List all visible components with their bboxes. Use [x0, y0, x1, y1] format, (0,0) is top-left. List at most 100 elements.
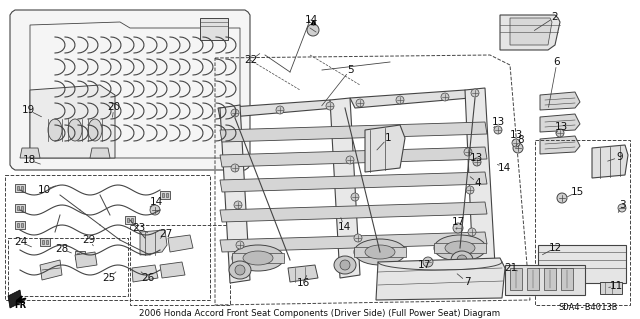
Bar: [77, 253, 79, 257]
Circle shape: [423, 257, 433, 267]
Text: 24: 24: [14, 237, 28, 247]
Text: 5: 5: [347, 65, 353, 75]
Text: 23: 23: [132, 223, 146, 233]
Bar: [17, 186, 19, 190]
Polygon shape: [510, 18, 552, 45]
Text: 14: 14: [497, 163, 511, 173]
Ellipse shape: [229, 261, 251, 279]
Circle shape: [326, 102, 334, 110]
Bar: [160, 191, 170, 199]
Bar: [527, 268, 539, 290]
Polygon shape: [140, 230, 167, 255]
Text: 7: 7: [464, 277, 470, 287]
Bar: [127, 218, 129, 222]
Bar: [21, 223, 23, 227]
Circle shape: [235, 265, 245, 275]
Bar: [162, 193, 164, 197]
Ellipse shape: [354, 239, 406, 265]
Bar: [510, 268, 522, 290]
Bar: [75, 251, 85, 259]
Text: FR: FR: [14, 301, 26, 310]
Circle shape: [464, 148, 472, 156]
Text: 16: 16: [296, 278, 310, 288]
Text: 28: 28: [56, 244, 68, 254]
Text: 22: 22: [244, 55, 258, 65]
Polygon shape: [168, 235, 193, 252]
Bar: [15, 204, 25, 212]
Text: 27: 27: [159, 229, 173, 239]
Polygon shape: [288, 265, 318, 282]
Text: 17: 17: [451, 217, 465, 227]
Circle shape: [466, 186, 474, 194]
Text: 14: 14: [337, 222, 351, 232]
Circle shape: [231, 164, 239, 172]
Circle shape: [494, 126, 502, 134]
Polygon shape: [540, 136, 580, 154]
Text: 21: 21: [504, 263, 518, 273]
Polygon shape: [350, 90, 470, 108]
Bar: [8, 238, 128, 296]
Circle shape: [441, 93, 449, 101]
Polygon shape: [160, 262, 185, 278]
Polygon shape: [8, 290, 22, 308]
Polygon shape: [218, 100, 335, 118]
Bar: [81, 253, 83, 257]
Text: 20: 20: [108, 102, 120, 112]
Ellipse shape: [445, 241, 475, 255]
Circle shape: [354, 234, 362, 242]
Text: 13: 13: [554, 122, 568, 132]
Text: 8: 8: [518, 135, 524, 145]
Circle shape: [513, 143, 523, 153]
Text: 14: 14: [305, 15, 317, 25]
Bar: [46, 240, 48, 244]
Circle shape: [453, 223, 463, 233]
Text: 3: 3: [619, 200, 625, 210]
Polygon shape: [376, 258, 505, 300]
Polygon shape: [220, 172, 487, 192]
Polygon shape: [10, 10, 250, 170]
Bar: [544, 268, 556, 290]
Bar: [131, 218, 133, 222]
Bar: [17, 223, 19, 227]
Text: 26: 26: [141, 273, 155, 283]
Bar: [130, 225, 230, 305]
Bar: [505, 265, 585, 295]
Bar: [15, 221, 25, 229]
Text: 6: 6: [554, 57, 560, 67]
Polygon shape: [540, 114, 580, 132]
Text: 17: 17: [417, 260, 431, 270]
Bar: [232, 253, 284, 263]
Polygon shape: [500, 15, 560, 50]
Bar: [354, 247, 406, 257]
Bar: [21, 186, 23, 190]
Bar: [166, 193, 168, 197]
Ellipse shape: [48, 119, 62, 141]
Text: 10: 10: [37, 185, 51, 195]
Bar: [434, 243, 486, 253]
Ellipse shape: [365, 245, 395, 259]
Bar: [561, 268, 573, 290]
Circle shape: [231, 109, 239, 117]
Ellipse shape: [68, 119, 82, 141]
Circle shape: [356, 99, 364, 107]
Polygon shape: [465, 88, 495, 268]
Ellipse shape: [451, 251, 473, 269]
Bar: [535, 140, 630, 305]
Polygon shape: [220, 232, 487, 252]
Polygon shape: [40, 260, 62, 280]
Ellipse shape: [88, 119, 102, 141]
Polygon shape: [220, 202, 487, 222]
Circle shape: [340, 260, 350, 270]
Circle shape: [473, 158, 481, 166]
Text: 18: 18: [22, 155, 36, 165]
Circle shape: [307, 24, 319, 36]
Polygon shape: [132, 265, 158, 282]
Circle shape: [396, 96, 404, 104]
Polygon shape: [330, 98, 360, 278]
Text: 1: 1: [385, 133, 391, 143]
Circle shape: [468, 228, 476, 236]
Polygon shape: [220, 147, 487, 167]
Polygon shape: [20, 148, 40, 158]
Text: 29: 29: [83, 235, 95, 245]
Text: 15: 15: [570, 187, 584, 197]
